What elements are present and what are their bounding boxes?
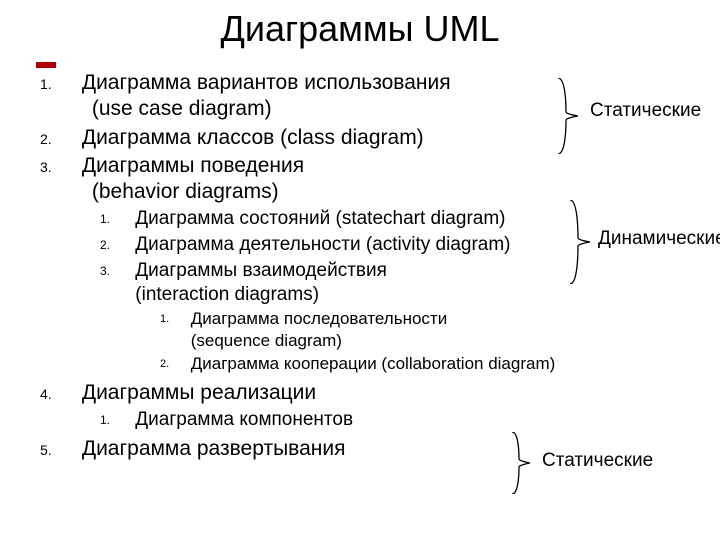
item-3-3-sub: (interaction diagrams) — [135, 284, 319, 305]
item-3-3-number: 3. — [100, 259, 130, 279]
item-2-number: 2. — [40, 125, 76, 149]
item-4-number: 4. — [40, 380, 76, 404]
item-2: 2. Диаграмма классов (class diagram) — [40, 125, 680, 151]
item-1-main: Диаграмма вариантов использования — [82, 71, 451, 94]
item-3-3-1-text: Диаграмма последовательности (sequence d… — [191, 308, 611, 351]
item-3-3-1-number: 1. — [160, 308, 186, 327]
item-3-1-number: 1. — [100, 207, 130, 227]
item-3-3-main: Диаграммы взаимодействия — [135, 260, 387, 281]
item-1: 1. Диаграмма вариантов использования (us… — [40, 70, 680, 123]
item-4-1: 1. Диаграмма компонентов — [100, 408, 680, 432]
item-3-3-1: 1. Диаграмма последовательности (sequenc… — [160, 308, 680, 351]
item-1-number: 1. — [40, 70, 76, 94]
brace-2 — [568, 200, 590, 284]
item-3-1: 1. Диаграмма состояний (statechart diagr… — [100, 207, 680, 231]
item-3-3-1-main: Диаграмма последовательности — [191, 309, 447, 328]
item-3-main: Диаграммы поведения — [82, 154, 304, 177]
item-3-2-text: Диаграмма деятельности (activity diagram… — [135, 233, 555, 257]
item-3-text: Диаграммы поведения (behavior diagrams) — [82, 153, 542, 206]
accent-bar — [36, 62, 56, 68]
slide-title: Диаграммы UML — [0, 8, 720, 50]
brace-3-label: Статические — [542, 450, 653, 472]
item-3: 3. Диаграммы поведения (behavior diagram… — [40, 153, 680, 206]
item-3-3-text: Диаграммы взаимодействия (interaction di… — [135, 259, 555, 307]
item-2-text: Диаграмма классов (class diagram) — [82, 125, 542, 151]
item-3-3-2-text: Диаграмма кооперации (collaboration diag… — [191, 353, 611, 374]
item-4-1-text: Диаграмма компонентов — [135, 408, 555, 432]
item-5-text: Диаграмма развертывания — [82, 436, 542, 462]
item-4: 4. Диаграммы реализации — [40, 380, 680, 406]
brace-1 — [556, 78, 578, 154]
item-1-text: Диаграмма вариантов использования (use c… — [82, 70, 542, 123]
item-5-number: 5. — [40, 436, 76, 460]
item-4-text: Диаграммы реализации — [82, 380, 542, 406]
brace-3 — [510, 432, 530, 494]
brace-1-label: Статические — [590, 100, 701, 122]
item-3-3-2: 2. Диаграмма кооперации (collaboration d… — [160, 353, 680, 374]
brace-2-label: Динамические — [598, 228, 720, 250]
slide: Диаграммы UML 1. Диаграмма вариантов исп… — [0, 0, 720, 540]
item-3-number: 3. — [40, 153, 76, 177]
item-3-2: 2. Диаграмма деятельности (activity diag… — [100, 233, 680, 257]
item-3-sub: (behavior diagrams) — [82, 179, 542, 205]
item-3-3-1-sub: (sequence diagram) — [191, 331, 342, 350]
item-4-1-number: 1. — [100, 408, 130, 428]
item-3-3: 3. Диаграммы взаимодействия (interaction… — [100, 259, 680, 307]
item-3-1-text: Диаграмма состояний (statechart diagram) — [135, 207, 555, 231]
item-1-sub: (use case diagram) — [82, 96, 542, 122]
item-3-3-2-number: 2. — [160, 353, 186, 372]
item-3-2-number: 2. — [100, 233, 130, 253]
